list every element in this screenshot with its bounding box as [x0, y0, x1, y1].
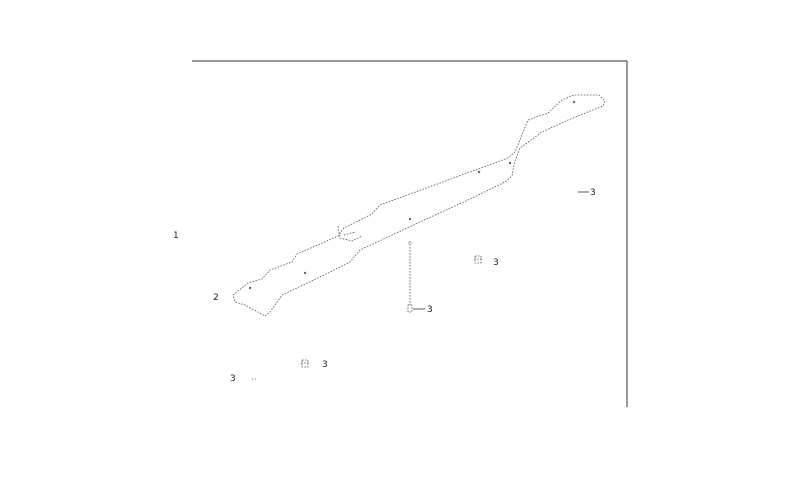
bolt-3: [408, 241, 425, 312]
callout-3-left: 3: [230, 374, 236, 384]
nut-3-lower: [301, 360, 309, 367]
nut-3-mid: [474, 256, 482, 263]
callout-3-lower: 3: [322, 360, 328, 370]
underbody-plate: [233, 95, 605, 316]
callout-3-mid: 3: [493, 258, 499, 268]
callout-1: 1: [173, 231, 179, 241]
callout-3-bolt: 3: [427, 305, 433, 315]
assembly-frame: [192, 61, 627, 407]
callout-2: 2: [213, 293, 219, 303]
callout-3-right: 3: [590, 188, 596, 198]
